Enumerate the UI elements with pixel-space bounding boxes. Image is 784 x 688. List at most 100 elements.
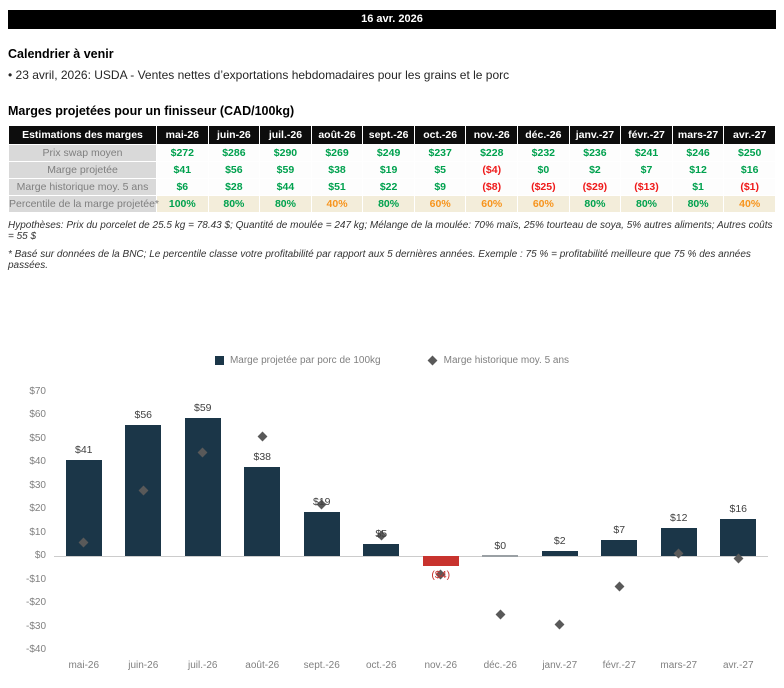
table-header-cell: mai-26 bbox=[156, 125, 209, 145]
bar bbox=[601, 539, 638, 557]
zero-axis-line bbox=[54, 556, 768, 558]
table-value-cell: $290 bbox=[259, 144, 312, 162]
assumptions-note: Hypothèses: Prix du porcelet de 25.5 kg … bbox=[8, 220, 773, 242]
table-value-cell: $19 bbox=[362, 161, 415, 179]
bar-value-label: $38 bbox=[253, 451, 272, 464]
bar-value-label: $7 bbox=[613, 523, 626, 536]
x-axis-label: avr.-27 bbox=[722, 660, 754, 671]
table-header-cell: janv.-27 bbox=[568, 125, 622, 145]
table-header-cell: sept.-26 bbox=[362, 125, 415, 145]
table-value-cell: 40% bbox=[310, 195, 364, 213]
bar bbox=[541, 551, 578, 557]
table-value-cell: $44 bbox=[259, 178, 312, 196]
bar-value-label: $59 bbox=[193, 401, 212, 414]
x-axis-label: janv.-27 bbox=[542, 660, 578, 671]
bar bbox=[422, 556, 459, 566]
calendar-item: • 23 avril, 2026: USDA - Ventes nettes d… bbox=[8, 68, 510, 82]
margins-table-title: Marges projetées pour un finisseur (CAD/… bbox=[8, 104, 295, 118]
table-value-cell: $246 bbox=[671, 144, 725, 162]
table-value-cell: 60% bbox=[413, 195, 467, 213]
table-value-cell: $56 bbox=[207, 161, 261, 179]
x-axis-label: déc.-26 bbox=[483, 660, 517, 671]
table-header-cell: mars-27 bbox=[671, 125, 725, 145]
y-tick-label: $50 bbox=[29, 432, 46, 444]
table-value-cell: $236 bbox=[568, 144, 622, 162]
table-value-cell: $286 bbox=[207, 144, 261, 162]
margins-table: Estimations des marges mai-26 juin-26 juil.… bbox=[8, 125, 776, 213]
table-value-cell: ($29) bbox=[568, 178, 622, 196]
table-header-cell: févr.-27 bbox=[620, 125, 673, 145]
bar bbox=[482, 555, 519, 558]
bar-series-swatch-icon bbox=[214, 356, 224, 365]
table-value-cell: $232 bbox=[517, 144, 570, 162]
table-value-cell: $7 bbox=[620, 161, 673, 179]
bar bbox=[244, 467, 281, 557]
x-axis-label: sept.-26 bbox=[303, 660, 340, 671]
table-value-cell: $2 bbox=[568, 161, 622, 179]
table-header-cell: déc.-26 bbox=[517, 125, 570, 145]
table-value-cell: ($13) bbox=[620, 178, 673, 196]
report-date: 16 avr. 2026 bbox=[361, 13, 423, 25]
legend-item-historic-margin: Marge historique moy. 5 ans bbox=[427, 355, 570, 366]
table-value-cell: $28 bbox=[207, 178, 261, 196]
table-value-cell: ($8) bbox=[465, 178, 519, 196]
x-axis-label: mai-26 bbox=[68, 660, 100, 671]
table-value-cell: $59 bbox=[259, 161, 312, 179]
diamond-marker bbox=[554, 619, 565, 630]
y-tick-label: $70 bbox=[29, 386, 46, 397]
table-value-cell: 80% bbox=[620, 195, 673, 213]
table-value-cell: $9 bbox=[413, 178, 467, 196]
table-value-cell: ($1) bbox=[723, 178, 776, 196]
table-header-cell: Estimations des marges bbox=[8, 125, 157, 145]
bar bbox=[720, 518, 757, 557]
table-value-cell: 60% bbox=[465, 195, 519, 213]
table-value-cell: $12 bbox=[671, 161, 725, 179]
x-axis-label: juin-26 bbox=[128, 660, 159, 671]
bar bbox=[303, 511, 340, 557]
table-value-cell: ($4) bbox=[465, 161, 519, 179]
table-header-cell: oct.-26 bbox=[413, 125, 467, 145]
table-value-cell: 60% bbox=[517, 195, 570, 213]
diamond-marker bbox=[614, 581, 625, 592]
y-tick-label: $30 bbox=[29, 479, 46, 491]
table-value-cell: 80% bbox=[568, 195, 622, 213]
x-axis-label: nov.-26 bbox=[424, 660, 458, 671]
table-value-cell: $237 bbox=[413, 144, 467, 162]
table-value-cell: 40% bbox=[723, 195, 776, 213]
diamond-marker bbox=[495, 609, 506, 620]
bar bbox=[184, 417, 221, 557]
table-value-cell: $0 bbox=[517, 161, 570, 179]
bar-value-label: $2 bbox=[553, 535, 566, 548]
chart-plot-area: $70 $60 $50 $40 $30 $20 $10 $0 -$10 -$20 -$30 -$40 $… bbox=[8, 378, 776, 678]
table-header-cell: nov.-26 bbox=[465, 125, 519, 145]
legend-label-historic: Marge historique moy. 5 ans bbox=[443, 355, 570, 366]
table-value-cell: $51 bbox=[310, 178, 364, 196]
y-tick-label: $0 bbox=[34, 550, 46, 562]
table-value-cell: $16 bbox=[723, 161, 776, 179]
diamond-series-swatch-icon bbox=[427, 355, 438, 366]
percentile-note: * Basé sur données de la BNC; Le percent… bbox=[8, 249, 751, 271]
y-tick-label: $40 bbox=[29, 456, 46, 468]
legend-label-projected: Marge projetée par porc de 100kg bbox=[229, 355, 381, 366]
table-value-cell: $5 bbox=[413, 161, 467, 179]
legend-item-projected-margin: Marge projetée par porc de 100kg bbox=[214, 355, 381, 366]
bar-value-label: $12 bbox=[669, 512, 688, 525]
bar-value-label: $19 bbox=[312, 495, 331, 508]
chart-legend: Marge projetée par porc de 100kg Marge h… bbox=[8, 355, 776, 366]
y-tick-label: -$40 bbox=[25, 644, 46, 655]
bar-value-label: $5 bbox=[375, 528, 388, 541]
table-value-cell: ($25) bbox=[517, 178, 570, 196]
date-banner: 16 avr. 2026 bbox=[8, 10, 776, 29]
table-header-cell: juin-26 bbox=[207, 125, 261, 145]
table-value-cell: $249 bbox=[362, 144, 415, 162]
bar-value-label: $16 bbox=[729, 502, 748, 515]
bar-value-label: $56 bbox=[134, 408, 153, 421]
table-header-cell: juil.-26 bbox=[259, 125, 312, 145]
table-row-label: Marge projetée bbox=[8, 161, 157, 179]
bar-value-label: ($4) bbox=[431, 568, 451, 581]
x-axis-label: août-26 bbox=[245, 660, 280, 671]
diamond-marker bbox=[257, 431, 268, 442]
y-tick-label: -$30 bbox=[25, 620, 46, 632]
x-axis-label: févr.-27 bbox=[602, 660, 636, 671]
